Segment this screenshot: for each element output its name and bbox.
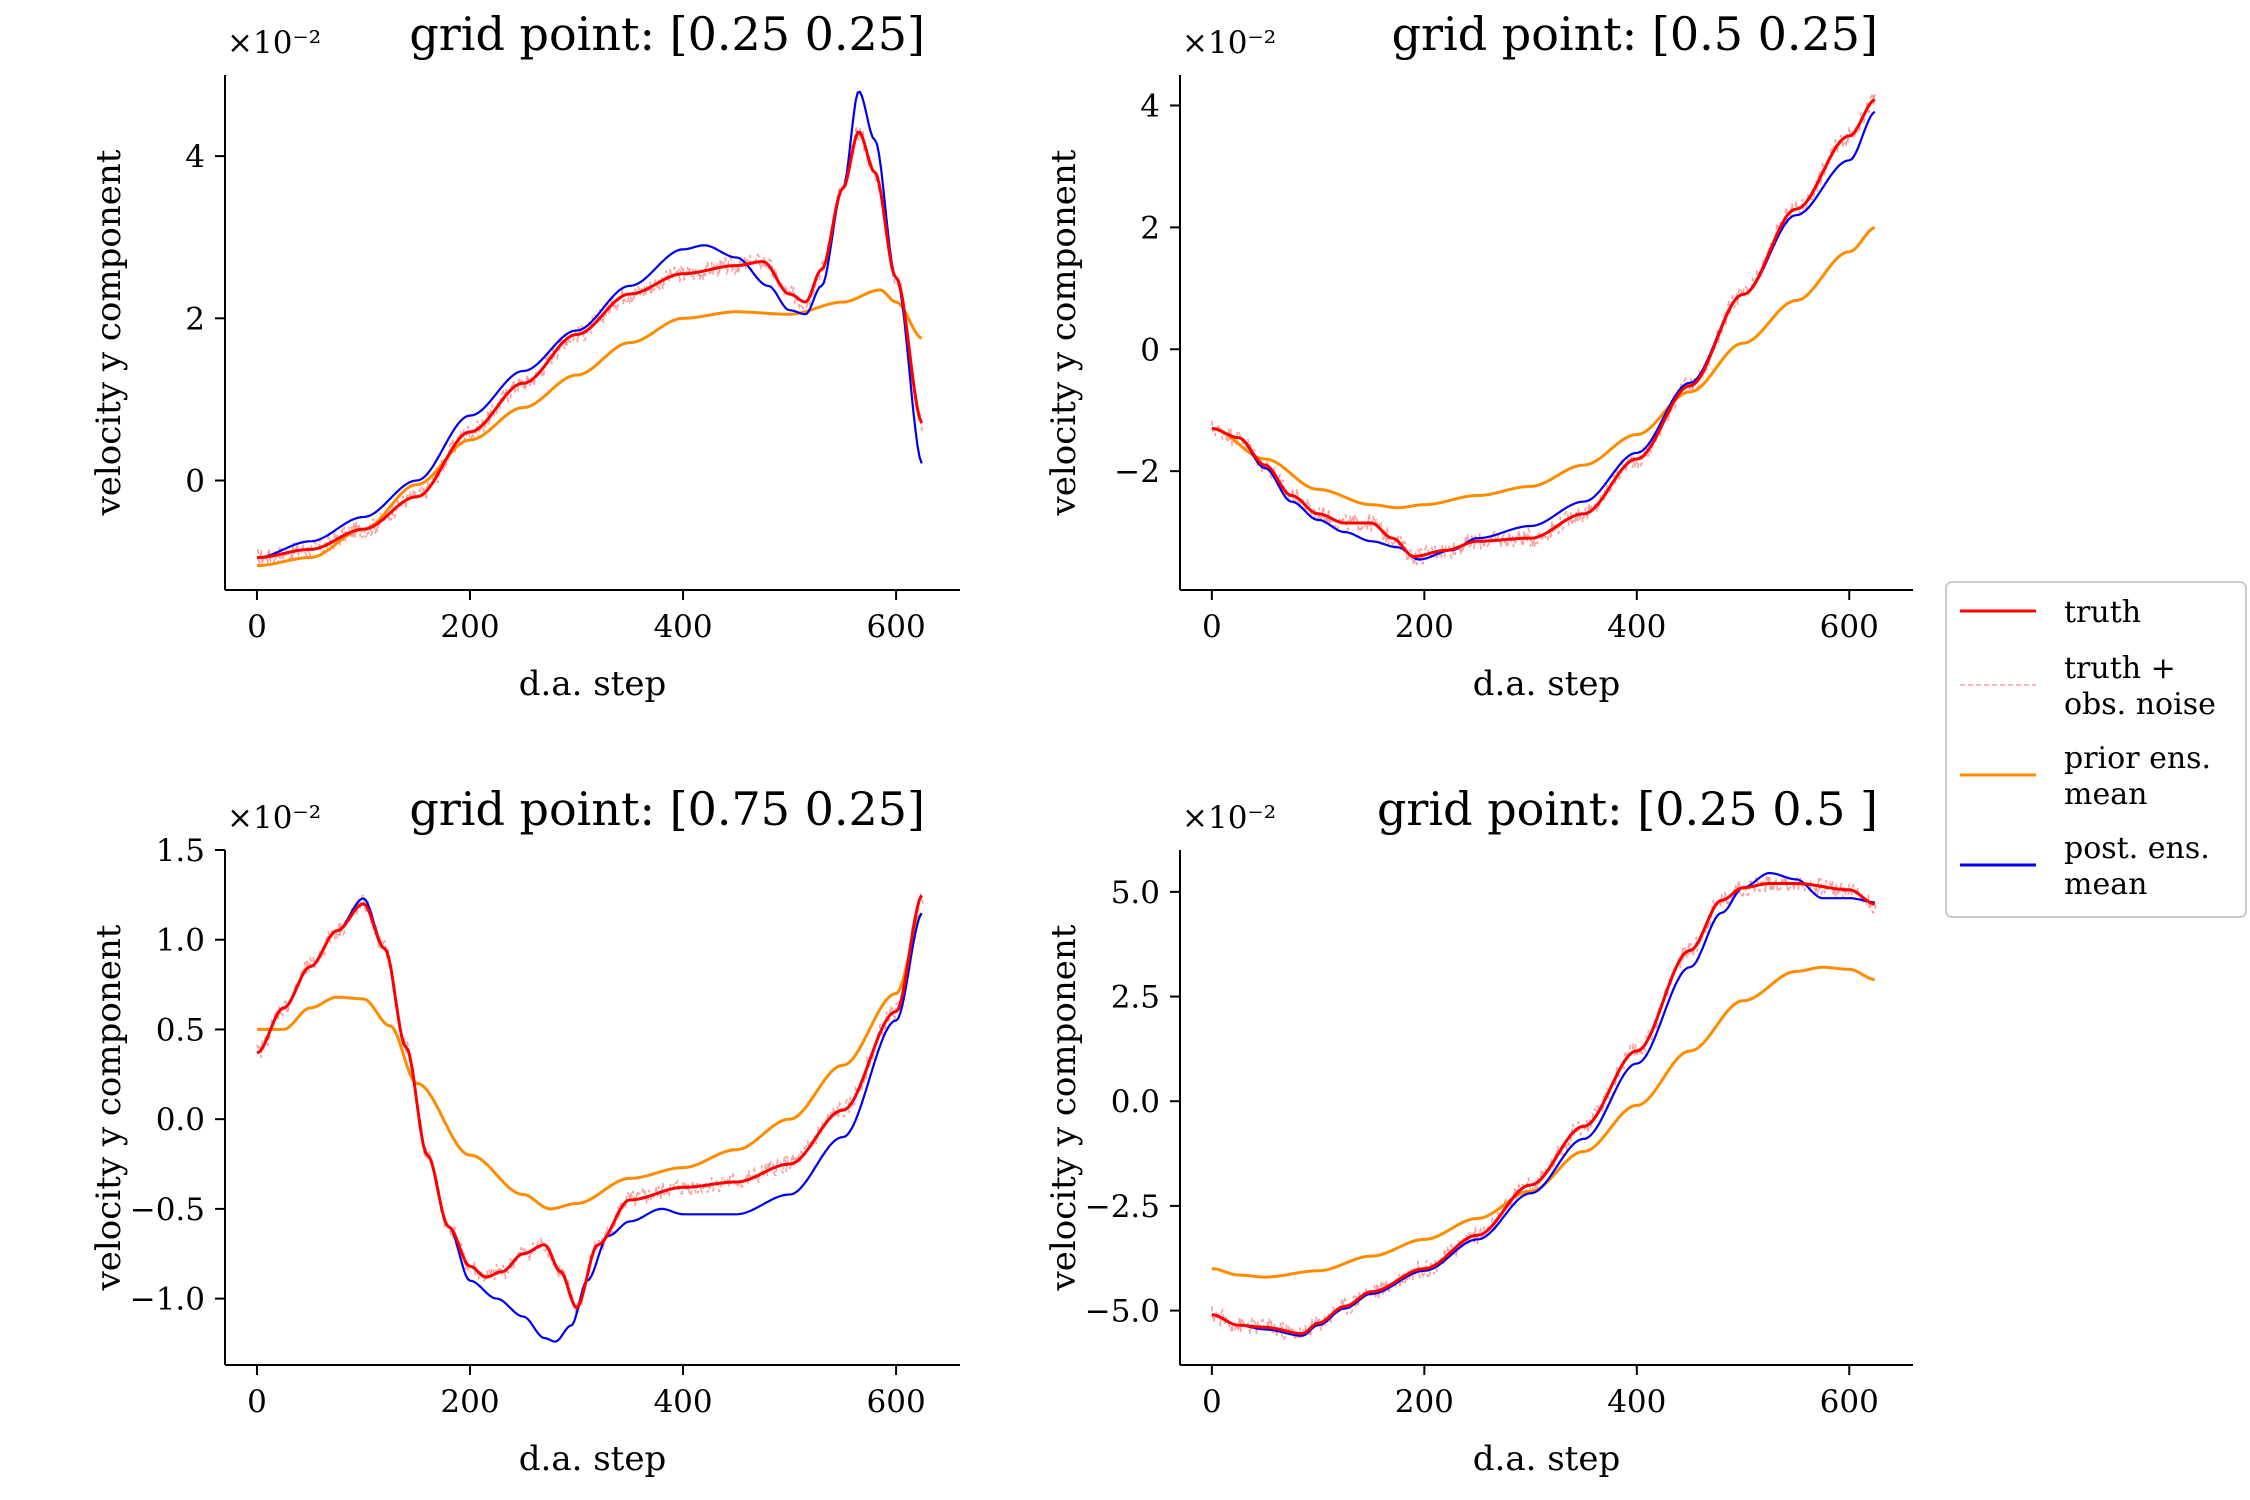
x-tick-label: 0 bbox=[1202, 1384, 1222, 1420]
x-tick-label: 600 bbox=[867, 609, 926, 645]
x-tick-label: 400 bbox=[1607, 609, 1666, 645]
x-tick-label: 0 bbox=[247, 609, 267, 645]
chart-panel: 0 200 400 600 0 2 4 ×10⁻² grid point: [0.25 0.25… bbox=[89, 7, 960, 704]
legend-label: prior ens. bbox=[2064, 741, 2211, 776]
truth-line bbox=[256, 894, 924, 1310]
legend-label: obs. noise bbox=[2064, 687, 2216, 722]
y-tick-label: 1.5 bbox=[156, 833, 205, 869]
y-axis-label: velocity y component bbox=[89, 924, 129, 1291]
x-tick-label: 0 bbox=[1202, 609, 1222, 645]
scale-label: ×10⁻² bbox=[227, 25, 321, 61]
truth-line bbox=[256, 130, 924, 560]
legend-box bbox=[1945, 581, 2247, 918]
post-mean-line bbox=[256, 90, 923, 559]
legend-label: mean bbox=[2064, 867, 2147, 902]
prior-mean-line bbox=[1211, 965, 1876, 1279]
x-axis-label: d.a. step bbox=[519, 1439, 666, 1479]
obs-noise-line bbox=[1211, 92, 1877, 568]
chart-panel: 0 200 400 600 −5.0 −2.5 0.0 2.5 5.0 ×10⁻² grid poi… bbox=[1044, 782, 1913, 1479]
x-axis-label: d.a. step bbox=[519, 664, 666, 704]
y-tick-label: 0.0 bbox=[156, 1102, 205, 1138]
y-tick-label: 2 bbox=[185, 301, 205, 337]
y-tick-label: 0 bbox=[185, 464, 205, 500]
scale-label: ×10⁻² bbox=[1182, 25, 1276, 61]
y-tick-label: 2.5 bbox=[1111, 980, 1160, 1016]
truth-line bbox=[1211, 98, 1876, 558]
scale-label: ×10⁻² bbox=[1182, 800, 1276, 836]
x-tick-label: 600 bbox=[1820, 1384, 1879, 1420]
chart-title: grid point: [0.5 0.25] bbox=[1392, 7, 1878, 61]
x-tick-label: 200 bbox=[1395, 1384, 1454, 1420]
chart-title: grid point: [0.25 0.5 ] bbox=[1377, 782, 1878, 836]
chart-panel: 0 200 400 600 −1.0 −0.5 0.0 0.5 1.0 1.5 ×10⁻² grid … bbox=[89, 782, 960, 1479]
x-axis-label: d.a. step bbox=[1473, 1439, 1620, 1479]
legend-label: truth + bbox=[2064, 651, 2176, 686]
y-tick-label: 0.0 bbox=[1111, 1084, 1160, 1120]
obs-noise-line bbox=[256, 892, 924, 1313]
x-tick-label: 200 bbox=[1395, 609, 1454, 645]
x-tick-label: 400 bbox=[653, 1384, 712, 1420]
chart-title: grid point: [0.75 0.25] bbox=[409, 782, 925, 836]
post-mean-line bbox=[256, 897, 923, 1343]
x-tick-label: 200 bbox=[440, 1384, 499, 1420]
chart-title: grid point: [0.25 0.25] bbox=[409, 7, 925, 61]
y-tick-label: 0.5 bbox=[156, 1012, 205, 1048]
x-tick-label: 200 bbox=[440, 609, 499, 645]
y-tick-label: −1.0 bbox=[130, 1282, 205, 1318]
prior-mean-line bbox=[257, 912, 923, 1211]
legend-label: truth bbox=[2064, 595, 2141, 630]
x-tick-label: 600 bbox=[1820, 609, 1879, 645]
x-tick-label: 400 bbox=[1607, 1384, 1666, 1420]
obs-noise-line bbox=[256, 126, 923, 567]
y-axis-label: velocity y component bbox=[1044, 924, 1084, 1291]
truth-line bbox=[1211, 882, 1876, 1336]
y-tick-label: −0.5 bbox=[130, 1192, 205, 1228]
legend-label: post. ens. bbox=[2064, 831, 2210, 866]
x-tick-label: 600 bbox=[867, 1384, 926, 1420]
y-tick-label: −5.0 bbox=[1085, 1294, 1160, 1330]
x-axis-label: d.a. step bbox=[1473, 664, 1620, 704]
y-tick-label: 0 bbox=[1140, 332, 1160, 368]
y-tick-label: 5.0 bbox=[1111, 875, 1160, 911]
y-tick-label: 4 bbox=[185, 139, 205, 175]
y-tick-label: −2.5 bbox=[1085, 1189, 1160, 1225]
legend-label: mean bbox=[2064, 777, 2147, 812]
chart-panel: 0 200 400 600 −2 0 2 4 ×10⁻² grid point: [0.5 0.2… bbox=[1044, 7, 1913, 704]
y-tick-label: 4 bbox=[1140, 88, 1160, 124]
y-tick-label: 1.0 bbox=[156, 923, 205, 959]
post-mean-line bbox=[1211, 110, 1876, 561]
prior-mean-line bbox=[1211, 226, 1876, 510]
x-tick-label: 400 bbox=[653, 609, 712, 645]
y-tick-label: 2 bbox=[1140, 210, 1160, 246]
y-axis-label: velocity y component bbox=[89, 149, 129, 516]
y-tick-label: −2 bbox=[1114, 454, 1160, 490]
y-axis-label: velocity y component bbox=[1044, 149, 1084, 516]
post-mean-line bbox=[1211, 871, 1875, 1337]
scale-label: ×10⁻² bbox=[227, 800, 321, 836]
x-tick-label: 0 bbox=[247, 1384, 267, 1420]
